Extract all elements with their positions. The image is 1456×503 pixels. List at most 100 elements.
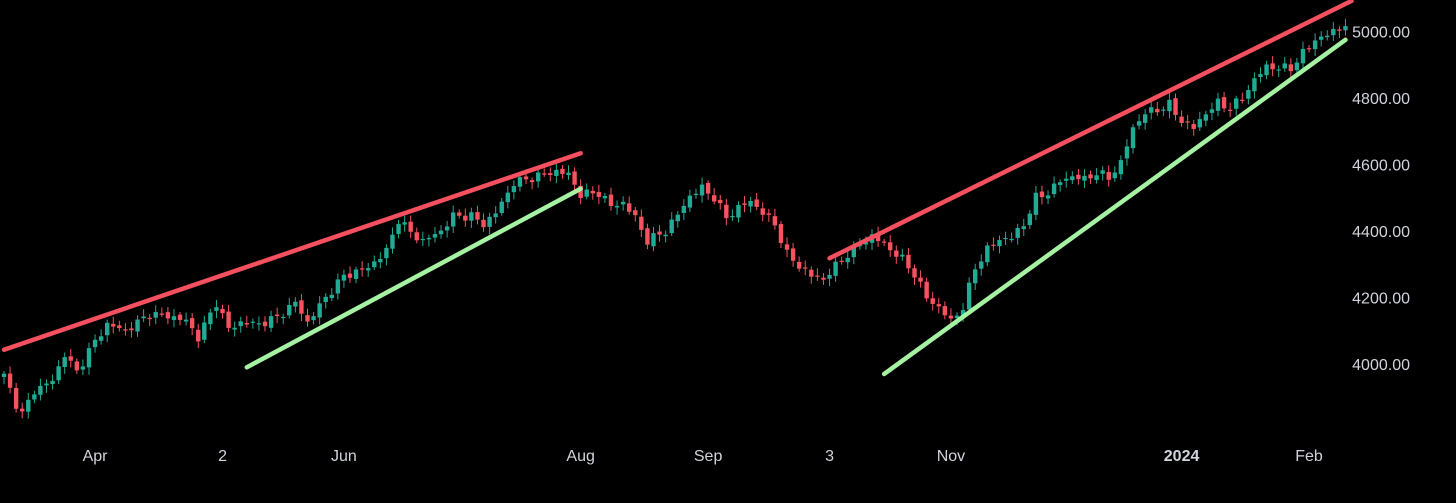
candle-body (1100, 170, 1105, 174)
candle (1021, 218, 1026, 237)
candle (1, 370, 7, 385)
candle-body (517, 177, 523, 187)
candle (608, 187, 614, 211)
candle (493, 206, 498, 224)
candle (1325, 30, 1330, 41)
candle-body (183, 319, 189, 322)
candle (414, 227, 419, 244)
candle (208, 308, 213, 331)
candle (578, 179, 583, 205)
candle-body (1070, 176, 1075, 181)
candle-body (432, 234, 438, 238)
candle-body (1064, 178, 1069, 181)
candle-body (578, 185, 583, 198)
candle-body (171, 316, 177, 320)
candle (1252, 72, 1257, 99)
candle (32, 390, 37, 404)
candle-body (523, 176, 529, 180)
candle-body (1294, 62, 1300, 71)
candle (13, 382, 19, 413)
candle (281, 313, 286, 325)
candle-body (669, 219, 674, 234)
candle (56, 360, 61, 385)
candle-body (833, 261, 838, 276)
price-tick-label: 4000.00 (1352, 357, 1410, 374)
candle-body (1033, 192, 1039, 215)
candle-body (244, 323, 249, 325)
candle-body (147, 317, 152, 320)
candle (906, 248, 911, 274)
candle-body (487, 216, 492, 227)
candle (299, 294, 304, 321)
candle-body (554, 169, 559, 177)
candle-body (347, 273, 353, 278)
candle-body (426, 237, 432, 240)
candle (1331, 21, 1336, 42)
candle (572, 167, 577, 192)
candle-body (481, 219, 486, 228)
candle-body (80, 366, 86, 370)
candle (930, 291, 935, 311)
candle-body (256, 323, 262, 325)
candle-body (268, 316, 274, 328)
candle-body (13, 387, 19, 409)
candle-body (44, 383, 49, 386)
candle-body (499, 201, 504, 213)
candle-body (1221, 97, 1227, 109)
candle (244, 315, 249, 328)
candle (730, 209, 735, 221)
candle-body (141, 316, 146, 319)
candle-body (912, 268, 917, 278)
candle (821, 273, 826, 285)
candle (888, 235, 893, 257)
candle-body (985, 245, 990, 263)
candle-body (1082, 175, 1087, 181)
candle-body (372, 261, 377, 268)
candle-body (845, 257, 850, 263)
candle (681, 199, 687, 221)
candle-body (341, 274, 347, 281)
candle (444, 220, 450, 238)
candle-body (602, 195, 608, 199)
candle (948, 308, 954, 324)
candle (511, 180, 517, 200)
candle (1215, 92, 1221, 117)
candle-body (293, 301, 298, 307)
candle (699, 177, 705, 203)
candle (196, 323, 201, 349)
candle-body (305, 315, 310, 322)
candle (505, 185, 511, 209)
candle-body (1015, 227, 1020, 238)
candle (147, 314, 152, 327)
candle (815, 268, 820, 281)
candle (1300, 41, 1306, 69)
candle-body (784, 244, 790, 250)
candle-body (1009, 238, 1014, 241)
candle (705, 180, 711, 200)
candle (408, 215, 413, 239)
candle-body (353, 269, 359, 279)
price-tick-label: 4400.00 (1352, 224, 1410, 241)
candle (1112, 166, 1118, 182)
candle (584, 183, 589, 200)
candle (111, 316, 116, 334)
candle (26, 393, 31, 419)
candle (1130, 124, 1136, 154)
candle (900, 248, 905, 261)
candle-body (335, 279, 341, 294)
candle-body (1312, 40, 1318, 50)
candle (985, 242, 990, 267)
candle (1288, 58, 1294, 77)
candle (92, 334, 98, 353)
candle (117, 320, 122, 332)
candle-body (809, 269, 814, 277)
trendline-support-1 (244, 186, 583, 370)
candle (420, 231, 426, 246)
candle (778, 220, 784, 249)
candle (1136, 114, 1142, 130)
candle (966, 277, 972, 313)
candle (214, 299, 219, 319)
candle (1306, 45, 1312, 53)
candle-body (942, 306, 948, 316)
candle-body (1149, 107, 1154, 113)
